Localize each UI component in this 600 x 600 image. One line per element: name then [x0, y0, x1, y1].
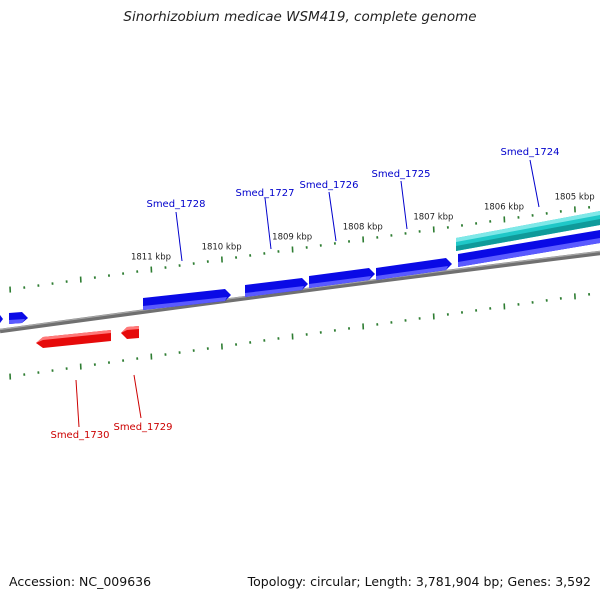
gene-forward-1723[interactable] — [458, 230, 600, 267]
gene-labels: Smed_1724 Smed_1725 Smed_1726 Smed_1727 … — [50, 147, 559, 441]
inner-tick-track — [9, 293, 591, 380]
tick-label-1809: 1809 kbp — [272, 232, 312, 242]
gene-smed-1724[interactable] — [456, 211, 600, 251]
tick-label-1807: 1807 kbp — [413, 212, 453, 222]
svg-text:Smed_1726: Smed_1726 — [299, 180, 358, 191]
gene-label-smed-1724[interactable]: Smed_1724 — [500, 147, 560, 208]
tick-label-1805: 1805 kbp — [555, 192, 595, 202]
svg-text:Smed_1725: Smed_1725 — [371, 169, 430, 180]
map-title: Sinorhizobium medicae WSM419, complete g… — [123, 9, 477, 25]
gene-label-smed-1726[interactable]: Smed_1726 — [299, 180, 359, 242]
accession-text: Accession: NC_009636 — [9, 574, 152, 589]
topology-text: Topology: circular; Length: 3,781,904 bp… — [247, 574, 591, 589]
gene-smed-1727[interactable] — [245, 278, 308, 297]
gene-forward-left-edge[interactable] — [9, 312, 28, 324]
tick-label-1811: 1811 kbp — [131, 252, 171, 262]
svg-text:Smed_1724: Smed_1724 — [500, 147, 559, 158]
gene-smed-1729[interactable] — [121, 326, 139, 339]
gene-label-smed-1729[interactable]: Smed_1729 — [113, 374, 173, 433]
svg-text:Smed_1728: Smed_1728 — [146, 199, 205, 210]
svg-text:Smed_1727: Smed_1727 — [235, 188, 294, 199]
tick-label-1806: 1806 kbp — [484, 202, 524, 212]
svg-text:Smed_1730: Smed_1730 — [50, 430, 109, 441]
gene-label-smed-1725[interactable]: Smed_1725 — [371, 169, 431, 230]
gene-forward-offscreen[interactable] — [0, 315, 3, 323]
genome-backbone — [0, 250, 600, 334]
gene-smed-1730[interactable] — [36, 330, 111, 348]
gene-smed-1728[interactable] — [143, 289, 231, 310]
gene-label-smed-1730[interactable]: Smed_1730 — [50, 379, 110, 441]
gene-smed-1726[interactable] — [309, 268, 375, 288]
svg-text:Smed_1729: Smed_1729 — [113, 422, 172, 433]
gene-label-smed-1728[interactable]: Smed_1728 — [146, 199, 206, 262]
gene-smed-1725[interactable] — [376, 258, 452, 280]
gene-label-smed-1727[interactable]: Smed_1727 — [235, 188, 295, 250]
tick-label-1810: 1810 kbp — [202, 242, 242, 252]
tick-label-1808: 1808 kbp — [343, 222, 383, 232]
